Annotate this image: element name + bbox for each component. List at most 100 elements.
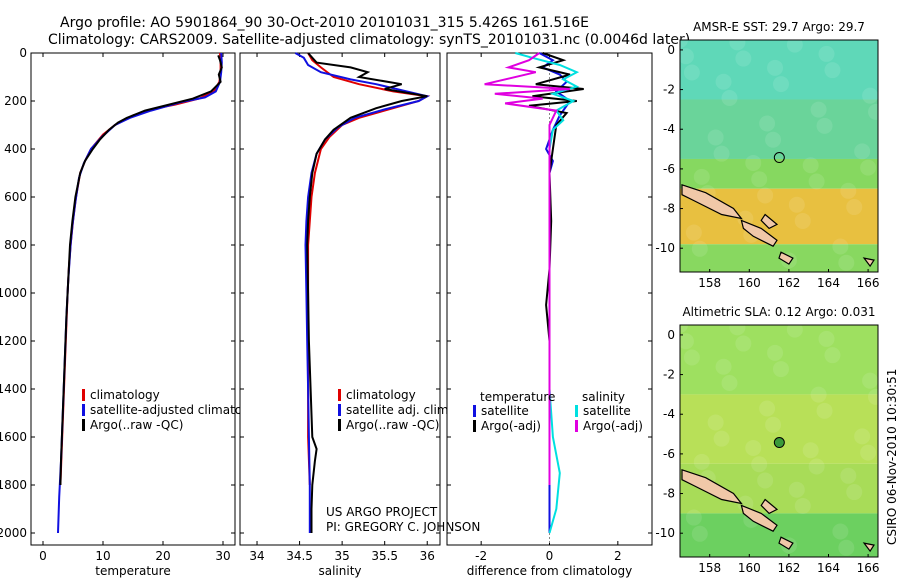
temperature-xtick-label: 10 (95, 549, 110, 563)
sla-map-texture (745, 439, 762, 456)
sla-map-texture (677, 333, 694, 350)
temperature-series-argo (59, 55, 223, 486)
sla-map-frame (679, 324, 879, 558)
difference-xlabel: difference from climatology (467, 564, 633, 578)
salinity-xtick-label: 36 (420, 549, 435, 563)
temperature-ytick-label: 400 (4, 142, 27, 156)
sst-map-texture (685, 224, 702, 241)
sla-map-texture (757, 472, 774, 489)
difference-legend-swatch (473, 420, 476, 432)
difference-legend-label: Argo(-adj) (583, 419, 643, 433)
sla-map-texture (808, 458, 825, 475)
sla-map-texture (685, 509, 702, 526)
timestamp-stamp: CSIRO 06-Nov-2010 10:30:51 (885, 369, 899, 545)
sst-map-xtick-label: 162 (777, 276, 800, 290)
sst-map-texture (788, 196, 805, 213)
sla-map-texture (788, 481, 805, 498)
sla-map-texture (810, 386, 827, 403)
sst-map-texture (772, 76, 789, 93)
sst-map-frame (679, 39, 879, 273)
temperature-legend-swatch (82, 389, 85, 401)
sst-map-xtick-label: 160 (738, 276, 761, 290)
sst-map-texture (816, 117, 833, 134)
sla-map-island (740, 504, 778, 532)
sst-map-texture (854, 143, 871, 160)
sla-map-band (680, 513, 878, 557)
sla-map-texture (838, 539, 855, 556)
credit-project: US ARGO PROJECT (326, 505, 438, 519)
sst-map-island (681, 183, 743, 220)
temperature-ytick-label: 1000 (0, 286, 27, 300)
difference-series-temperature-argo (528, 52, 584, 485)
salinity-series-argo (306, 52, 428, 533)
sst-map-texture (868, 103, 885, 120)
sla-map-texture (759, 400, 776, 417)
sst-map-texture (751, 171, 768, 188)
sla-map-ytick-label: -2 (663, 368, 675, 382)
sst-map-texture (767, 59, 784, 76)
sst-map-texture (677, 48, 694, 65)
sst-map-texture (707, 129, 724, 146)
sst-map-texture (759, 115, 776, 132)
temperature-ytick-label: 200 (4, 94, 27, 108)
sla-map-panel: Altimetric SLA: 0.12 Argo: 0.031 158 160 16… (655, 305, 885, 575)
sla-map-texture (868, 388, 885, 405)
difference-xtick-label: -2 (475, 549, 487, 563)
sst-map-texture (862, 87, 879, 104)
sla-map-texture (715, 358, 732, 375)
sla-map-texture (860, 444, 877, 461)
salinity-legend-swatch (338, 389, 341, 401)
temperature-frame (30, 52, 236, 546)
temperature-ytick-label: 600 (4, 190, 27, 204)
sla-map-texture (713, 430, 730, 447)
sla-map-texture (854, 428, 871, 445)
sla-map-argo-marker (773, 437, 785, 449)
difference-legend-swatch (473, 405, 476, 417)
sla-map-texture (786, 321, 803, 338)
difference-legend-swatch (575, 405, 578, 417)
sla-map-texture (767, 344, 784, 361)
sst-map-texture (721, 90, 738, 106)
sst-map-island (740, 219, 778, 247)
sst-map-texture (729, 34, 746, 51)
difference-series-salinity-argo (484, 52, 571, 485)
sst-map-ytick-label: -10 (655, 241, 675, 255)
sla-map-ytick-label: -8 (663, 487, 675, 501)
sst-map-argo-marker (773, 152, 785, 164)
salinity-legend-label: satellite adj. clim. (346, 403, 452, 417)
sla-map-texture (721, 375, 738, 391)
sla-map-texture (802, 442, 819, 459)
temperature-legend-swatch (82, 419, 85, 431)
sst-map-island (862, 257, 875, 268)
sst-map-texture (818, 45, 835, 62)
sst-map-band (680, 158, 878, 189)
sla-map-texture (818, 330, 835, 347)
sst-map-ytick-label: 0 (667, 43, 675, 57)
sla-map-texture (772, 361, 789, 378)
sla-map-xtick-label: 158 (698, 561, 721, 575)
temperature-ytick-label: 1800 (0, 478, 27, 492)
sla-map-band (680, 325, 878, 395)
sst-map-texture (745, 154, 762, 171)
header-line2: Climatology: CARS2009. Satellite-adjuste… (48, 32, 690, 48)
sst-map-texture (860, 159, 877, 176)
sla-map-ytick-label: -10 (655, 526, 675, 540)
temperature-legend-label: Argo(..raw -QC) (90, 418, 183, 432)
sla-map-texture (707, 414, 724, 431)
sst-map-ytick-label: -8 (663, 202, 675, 216)
sla-map-texture (824, 347, 841, 364)
temperature-xtick-label: 20 (155, 549, 170, 563)
sla-map-texture (840, 467, 857, 484)
sla-map-island (778, 536, 794, 550)
sla-map-texture (729, 319, 746, 336)
salinity-xtick-label: 34.5 (286, 549, 313, 563)
sla-map-island (862, 542, 875, 553)
temperature-legend-swatch (82, 404, 85, 416)
salinity-xtick-label: 35.5 (371, 549, 398, 563)
salinity-frame (239, 52, 441, 546)
sst-map-texture (832, 238, 849, 255)
salinity-xtick-label: 35 (334, 549, 349, 563)
sst-map-xtick-label: 164 (817, 276, 840, 290)
sst-map-texture (810, 101, 827, 118)
